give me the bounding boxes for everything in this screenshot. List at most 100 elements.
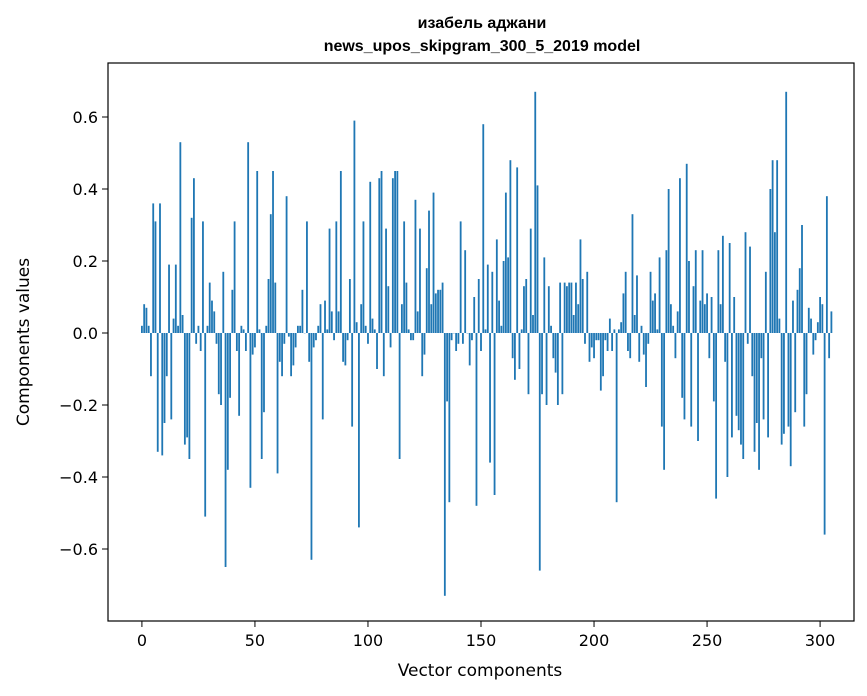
bar-34 (217, 333, 220, 395)
bar-59 (274, 282, 277, 333)
y-tick-label: −0.6 (59, 540, 98, 559)
bar-41 (233, 221, 236, 333)
bar-250 (706, 293, 708, 333)
bar-184 (556, 333, 559, 405)
bar-132 (439, 289, 442, 333)
bar-168 (520, 329, 523, 333)
bar-287 (789, 333, 792, 467)
bar-267 (744, 232, 747, 333)
bar-66 (290, 333, 293, 377)
bar-148 (475, 333, 478, 506)
bar-239 (681, 333, 684, 398)
bar-240 (683, 333, 686, 420)
bar-211 (617, 329, 620, 333)
bar-95 (355, 322, 358, 333)
bar-71 (301, 289, 304, 333)
bar-36 (222, 271, 225, 333)
bar-147 (473, 297, 476, 333)
bar-291 (798, 268, 801, 333)
bar-108 (385, 228, 387, 333)
bar-260 (728, 243, 731, 333)
bar-205 (604, 333, 607, 341)
bar-232 (665, 250, 668, 333)
bar-300 (819, 297, 821, 333)
bar-76 (312, 333, 315, 348)
bar-60 (276, 333, 279, 474)
bar-139 (455, 333, 458, 351)
bar-50 (254, 333, 256, 348)
bar-46 (244, 333, 247, 351)
bar-33 (215, 333, 218, 344)
bar-251 (708, 333, 711, 359)
y-tick-label: 0.4 (73, 180, 98, 199)
bar-30 (208, 282, 211, 333)
bar-81 (324, 300, 326, 333)
bar-117 (405, 282, 408, 333)
bar-281 (776, 160, 779, 333)
bar-47 (247, 142, 250, 333)
bar-194 (579, 239, 582, 333)
bar-162 (507, 257, 510, 333)
x-tick-label: 0 (137, 631, 147, 650)
bar-248 (701, 250, 704, 333)
bar-24 (195, 333, 198, 344)
bar-123 (419, 228, 421, 333)
bar-12 (168, 264, 170, 333)
bar-279 (771, 160, 774, 333)
bar-215 (627, 333, 629, 351)
bar-4 (150, 333, 152, 377)
bar-221 (640, 325, 643, 333)
bar-176 (538, 333, 541, 571)
bar-40 (231, 289, 234, 333)
bar-155 (491, 271, 494, 333)
bar-77 (315, 333, 317, 341)
bar-26 (199, 333, 202, 351)
bar-196 (584, 333, 586, 344)
bar-68 (294, 333, 297, 348)
bar-58 (272, 171, 274, 333)
bar-214 (624, 271, 627, 333)
bar-20 (186, 333, 189, 438)
bar-113 (396, 171, 399, 333)
bar-175 (536, 185, 539, 333)
bar-126 (425, 268, 428, 333)
bar-130 (434, 293, 437, 333)
bar-237 (676, 311, 679, 333)
bar-91 (346, 333, 349, 341)
bar-29 (206, 325, 209, 333)
bar-230 (660, 333, 663, 427)
bar-107 (382, 333, 385, 377)
bar-84 (330, 311, 333, 333)
bar-137 (450, 333, 453, 341)
bar-88 (339, 171, 342, 333)
bar-19 (183, 333, 186, 445)
bar-2 (145, 307, 148, 333)
x-tick-label: 150 (466, 631, 497, 650)
bar-199 (590, 333, 593, 348)
bar-6 (154, 221, 157, 333)
bar-112 (394, 171, 396, 333)
bar-115 (400, 304, 403, 333)
bar-170 (525, 279, 528, 333)
bar-83 (328, 228, 331, 333)
bar-133 (441, 282, 444, 333)
bar-212 (620, 322, 623, 333)
bar-246 (697, 333, 699, 441)
bar-87 (337, 311, 340, 333)
bar-105 (378, 178, 381, 333)
bar-284 (783, 333, 785, 434)
bars-group (141, 91, 833, 596)
bar-174 (534, 91, 537, 333)
bar-208 (611, 333, 614, 351)
bar-304 (828, 333, 831, 359)
bar-160 (502, 261, 505, 333)
y-tick-label: 0.6 (73, 108, 98, 127)
bar-99 (364, 325, 367, 333)
x-tick-label: 200 (579, 631, 610, 650)
y-tick-label: −0.2 (59, 396, 98, 415)
bar-14 (172, 318, 175, 333)
bar-35 (220, 333, 222, 405)
x-axis-label: Vector components (398, 661, 563, 681)
bar-124 (421, 333, 424, 377)
bar-104 (376, 333, 378, 369)
